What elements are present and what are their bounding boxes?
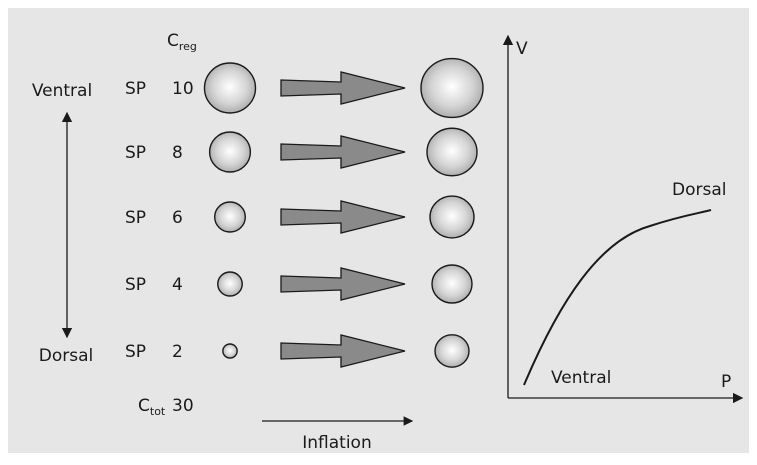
balloon-large	[427, 128, 477, 176]
balloon-large	[421, 59, 483, 118]
balloon-small	[218, 272, 242, 296]
balloon-large	[432, 265, 472, 303]
balloon-large	[430, 196, 474, 238]
diagram: Ventral Dorsal Creg SP 10 SP 8 SP 6 SP 4 SP 2 Cto…	[0, 0, 757, 461]
balloon-small	[223, 344, 237, 358]
row-label: SP	[125, 143, 146, 163]
row-value: 10	[172, 79, 194, 99]
balloon-large	[435, 335, 469, 367]
c-reg-sub: reg	[179, 40, 197, 53]
c-tot-sub: tot	[150, 405, 166, 418]
row-label: SP	[125, 342, 146, 362]
balloon-small	[205, 63, 256, 113]
row-label: SP	[125, 208, 146, 228]
curve-top-label: Dorsal	[672, 180, 726, 200]
row-value: 8	[172, 143, 183, 163]
bottom-label: Dorsal	[39, 346, 93, 366]
top-label: Ventral	[32, 81, 92, 101]
row-value: 6	[172, 208, 183, 228]
curve-bottom-label: Ventral	[551, 368, 611, 388]
balloon-small	[210, 132, 251, 172]
page: {"labels": {"top": "Ventral", "bottom": …	[0, 0, 757, 461]
row-label: SP	[125, 275, 146, 295]
row-value: 2	[172, 342, 183, 362]
x-axis-label: P	[721, 372, 731, 392]
c-tot-value: 30	[172, 396, 194, 416]
c-reg-main: C	[167, 31, 179, 51]
row-label: SP	[125, 79, 146, 99]
inflation-label: Inflation	[302, 433, 371, 453]
balloon-small	[215, 202, 246, 232]
c-tot-main: C	[138, 396, 150, 416]
row-value: 4	[172, 275, 183, 295]
y-axis-label: V	[516, 39, 528, 59]
